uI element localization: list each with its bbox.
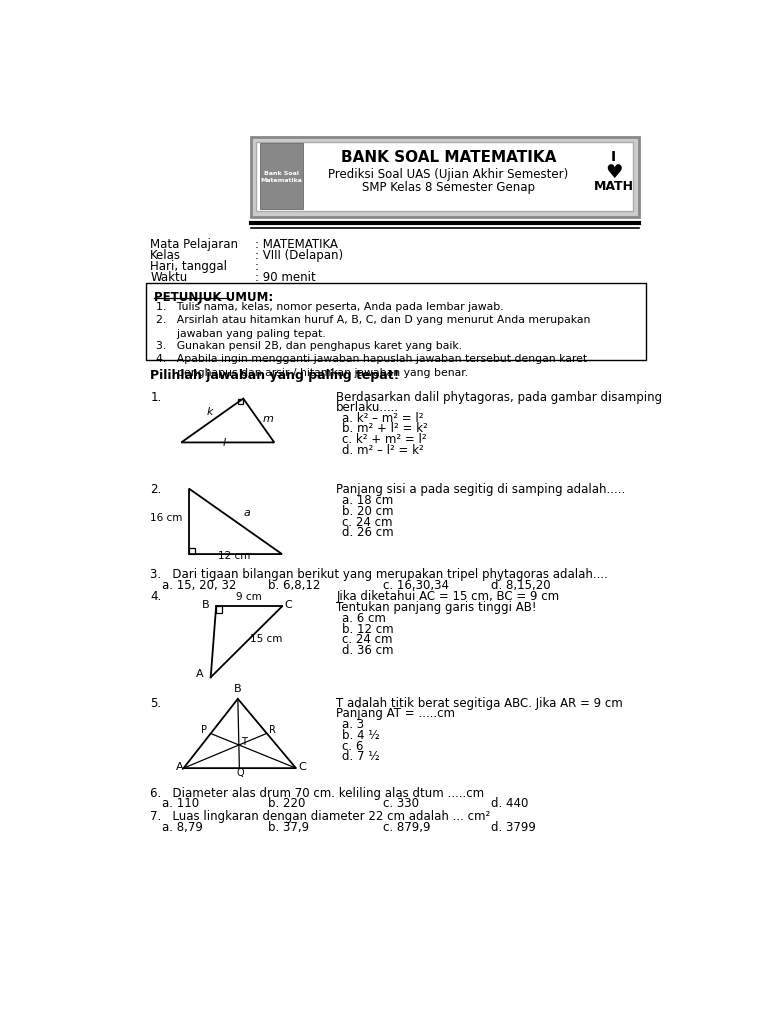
Text: a. 8,79: a. 8,79 [162, 821, 203, 835]
Text: d. m² – l² = k²: d. m² – l² = k² [343, 444, 424, 457]
FancyBboxPatch shape [257, 142, 633, 211]
Text: d. 3799: d. 3799 [492, 821, 536, 835]
Text: 6.   Diameter alas drum 70 cm. keliling alas dtum .....cm: 6. Diameter alas drum 70 cm. keliling al… [151, 786, 485, 800]
Text: a. 15, 20, 32: a. 15, 20, 32 [162, 579, 237, 592]
FancyBboxPatch shape [251, 137, 638, 217]
Text: SMP Kelas 8 Semester Genap: SMP Kelas 8 Semester Genap [362, 181, 535, 195]
Text: Panjang sisi a pada segitig di samping adalah.....: Panjang sisi a pada segitig di samping a… [336, 483, 625, 497]
Text: d. 440: d. 440 [492, 798, 528, 810]
Text: B: B [234, 684, 242, 694]
Text: 9 cm: 9 cm [236, 592, 262, 601]
Text: d. 26 cm: d. 26 cm [343, 526, 394, 540]
Text: Hari, tanggal: Hari, tanggal [151, 260, 227, 273]
Text: Berdasarkan dalil phytagoras, pada gambar disamping: Berdasarkan dalil phytagoras, pada gamba… [336, 391, 662, 403]
Text: b. 220: b. 220 [268, 798, 306, 810]
Text: A: A [196, 670, 204, 679]
Text: BANK SOAL MATEMATIKA: BANK SOAL MATEMATIKA [341, 150, 556, 165]
Text: m: m [263, 414, 273, 424]
Text: a. 3: a. 3 [343, 718, 365, 731]
Text: 2.: 2. [151, 483, 161, 497]
Text: 1.   Tulis nama, kelas, nomor peserta, Anda pada lembar jawab.: 1. Tulis nama, kelas, nomor peserta, And… [157, 301, 504, 311]
Bar [238, 398, 243, 403]
Text: c. 6: c. 6 [343, 739, 364, 753]
Text: C: C [298, 762, 306, 772]
Text: P: P [201, 725, 207, 735]
Text: 4.   Apabila ingin mengganti jawaban hapuslah jawaban tersebut dengan karet
    : 4. Apabila ingin mengganti jawaban hapus… [157, 354, 588, 378]
Text: d. 36 cm: d. 36 cm [343, 644, 394, 657]
Text: b. 4 ½: b. 4 ½ [343, 729, 380, 741]
Text: k: k [207, 408, 214, 418]
Text: 4.: 4. [151, 590, 161, 603]
Text: l: l [222, 438, 226, 449]
Text: b. m² + l² = k²: b. m² + l² = k² [343, 423, 429, 435]
Text: 15 cm: 15 cm [250, 634, 283, 644]
Text: b. 6,8,12: b. 6,8,12 [268, 579, 320, 592]
Text: C: C [284, 600, 292, 610]
Text: 12 cm: 12 cm [218, 552, 250, 561]
Bar [216, 606, 222, 612]
Text: Mata Pelajaran: Mata Pelajaran [151, 239, 238, 251]
Text: 5.: 5. [151, 696, 161, 710]
Text: a. 18 cm: a. 18 cm [343, 494, 394, 507]
Text: b. 12 cm: b. 12 cm [343, 623, 394, 636]
Text: d. 7 ½: d. 7 ½ [343, 751, 380, 764]
Text: berlaku.....: berlaku..... [336, 400, 399, 414]
Text: 16 cm: 16 cm [151, 513, 183, 523]
Text: T adalah titik berat segitiga ABC. Jika AR = 9 cm: T adalah titik berat segitiga ABC. Jika … [336, 696, 623, 710]
Text: Kelas: Kelas [151, 249, 181, 262]
Text: c. k² + m² = l²: c. k² + m² = l² [343, 433, 427, 446]
Text: MATH: MATH [594, 180, 634, 193]
Text: Q: Q [237, 768, 244, 778]
Text: a. 6 cm: a. 6 cm [343, 611, 386, 625]
Bar [189, 548, 195, 554]
Text: 2.   Arsirlah atau hitamkan huruf A, B, C, dan D yang menurut Anda merupakan
   : 2. Arsirlah atau hitamkan huruf A, B, C,… [157, 314, 591, 339]
Text: :: : [255, 260, 259, 273]
Text: 1.: 1. [151, 391, 161, 403]
Text: Prediksi Soal UAS (Ujian Akhir Semester): Prediksi Soal UAS (Ujian Akhir Semester) [329, 168, 569, 180]
Text: c. 24 cm: c. 24 cm [343, 515, 393, 528]
Text: a. 110: a. 110 [162, 798, 199, 810]
Text: 3.   Dari tigaan bilangan berikut yang merupakan tripel phytagoras adalah....: 3. Dari tigaan bilangan berikut yang mer… [151, 568, 608, 581]
Text: A: A [176, 762, 184, 772]
Text: : VIII (Delapan): : VIII (Delapan) [255, 249, 343, 262]
Text: c. 24 cm: c. 24 cm [343, 634, 393, 646]
Text: b. 20 cm: b. 20 cm [343, 505, 394, 518]
Text: : 90 menit: : 90 menit [255, 270, 316, 284]
Text: B: B [201, 600, 209, 610]
Text: b. 37,9: b. 37,9 [268, 821, 310, 835]
Text: I: I [611, 150, 616, 164]
Text: ♥: ♥ [605, 163, 622, 182]
Text: c. 879,9: c. 879,9 [382, 821, 430, 835]
FancyBboxPatch shape [147, 283, 646, 360]
Text: Tentukan panjang garis tinggi AB!: Tentukan panjang garis tinggi AB! [336, 601, 537, 614]
Text: T: T [241, 737, 247, 748]
Text: Waktu: Waktu [151, 270, 187, 284]
Text: 3.   Gunakan pensil 2B, dan penghapus karet yang baik.: 3. Gunakan pensil 2B, dan penghapus kare… [157, 341, 462, 351]
Text: PETUNJUK UMUM:: PETUNJUK UMUM: [154, 291, 273, 304]
Text: Bank Soal
Matematika: Bank Soal Matematika [260, 171, 302, 182]
Text: c. 330: c. 330 [382, 798, 419, 810]
Text: d. 8,15,20: d. 8,15,20 [492, 579, 551, 592]
Text: Pilihlah jawaban yang paling tepat!: Pilihlah jawaban yang paling tepat! [151, 370, 399, 382]
Text: a. k² – m² = l²: a. k² – m² = l² [343, 412, 424, 425]
Text: Jika diketahui AC = 15 cm, BC = 9 cm: Jika diketahui AC = 15 cm, BC = 9 cm [336, 590, 559, 603]
Bar [260, 143, 303, 209]
Text: 7.   Luas lingkaran dengan diameter 22 cm adalah ... cm²: 7. Luas lingkaran dengan diameter 22 cm … [151, 810, 491, 823]
Text: Panjang AT = .....cm: Panjang AT = .....cm [336, 708, 455, 720]
Text: a: a [243, 508, 250, 517]
Text: : MATEMATIKA: : MATEMATIKA [255, 239, 338, 251]
Text: R: R [269, 725, 276, 735]
Text: c. 16,30,34: c. 16,30,34 [382, 579, 449, 592]
